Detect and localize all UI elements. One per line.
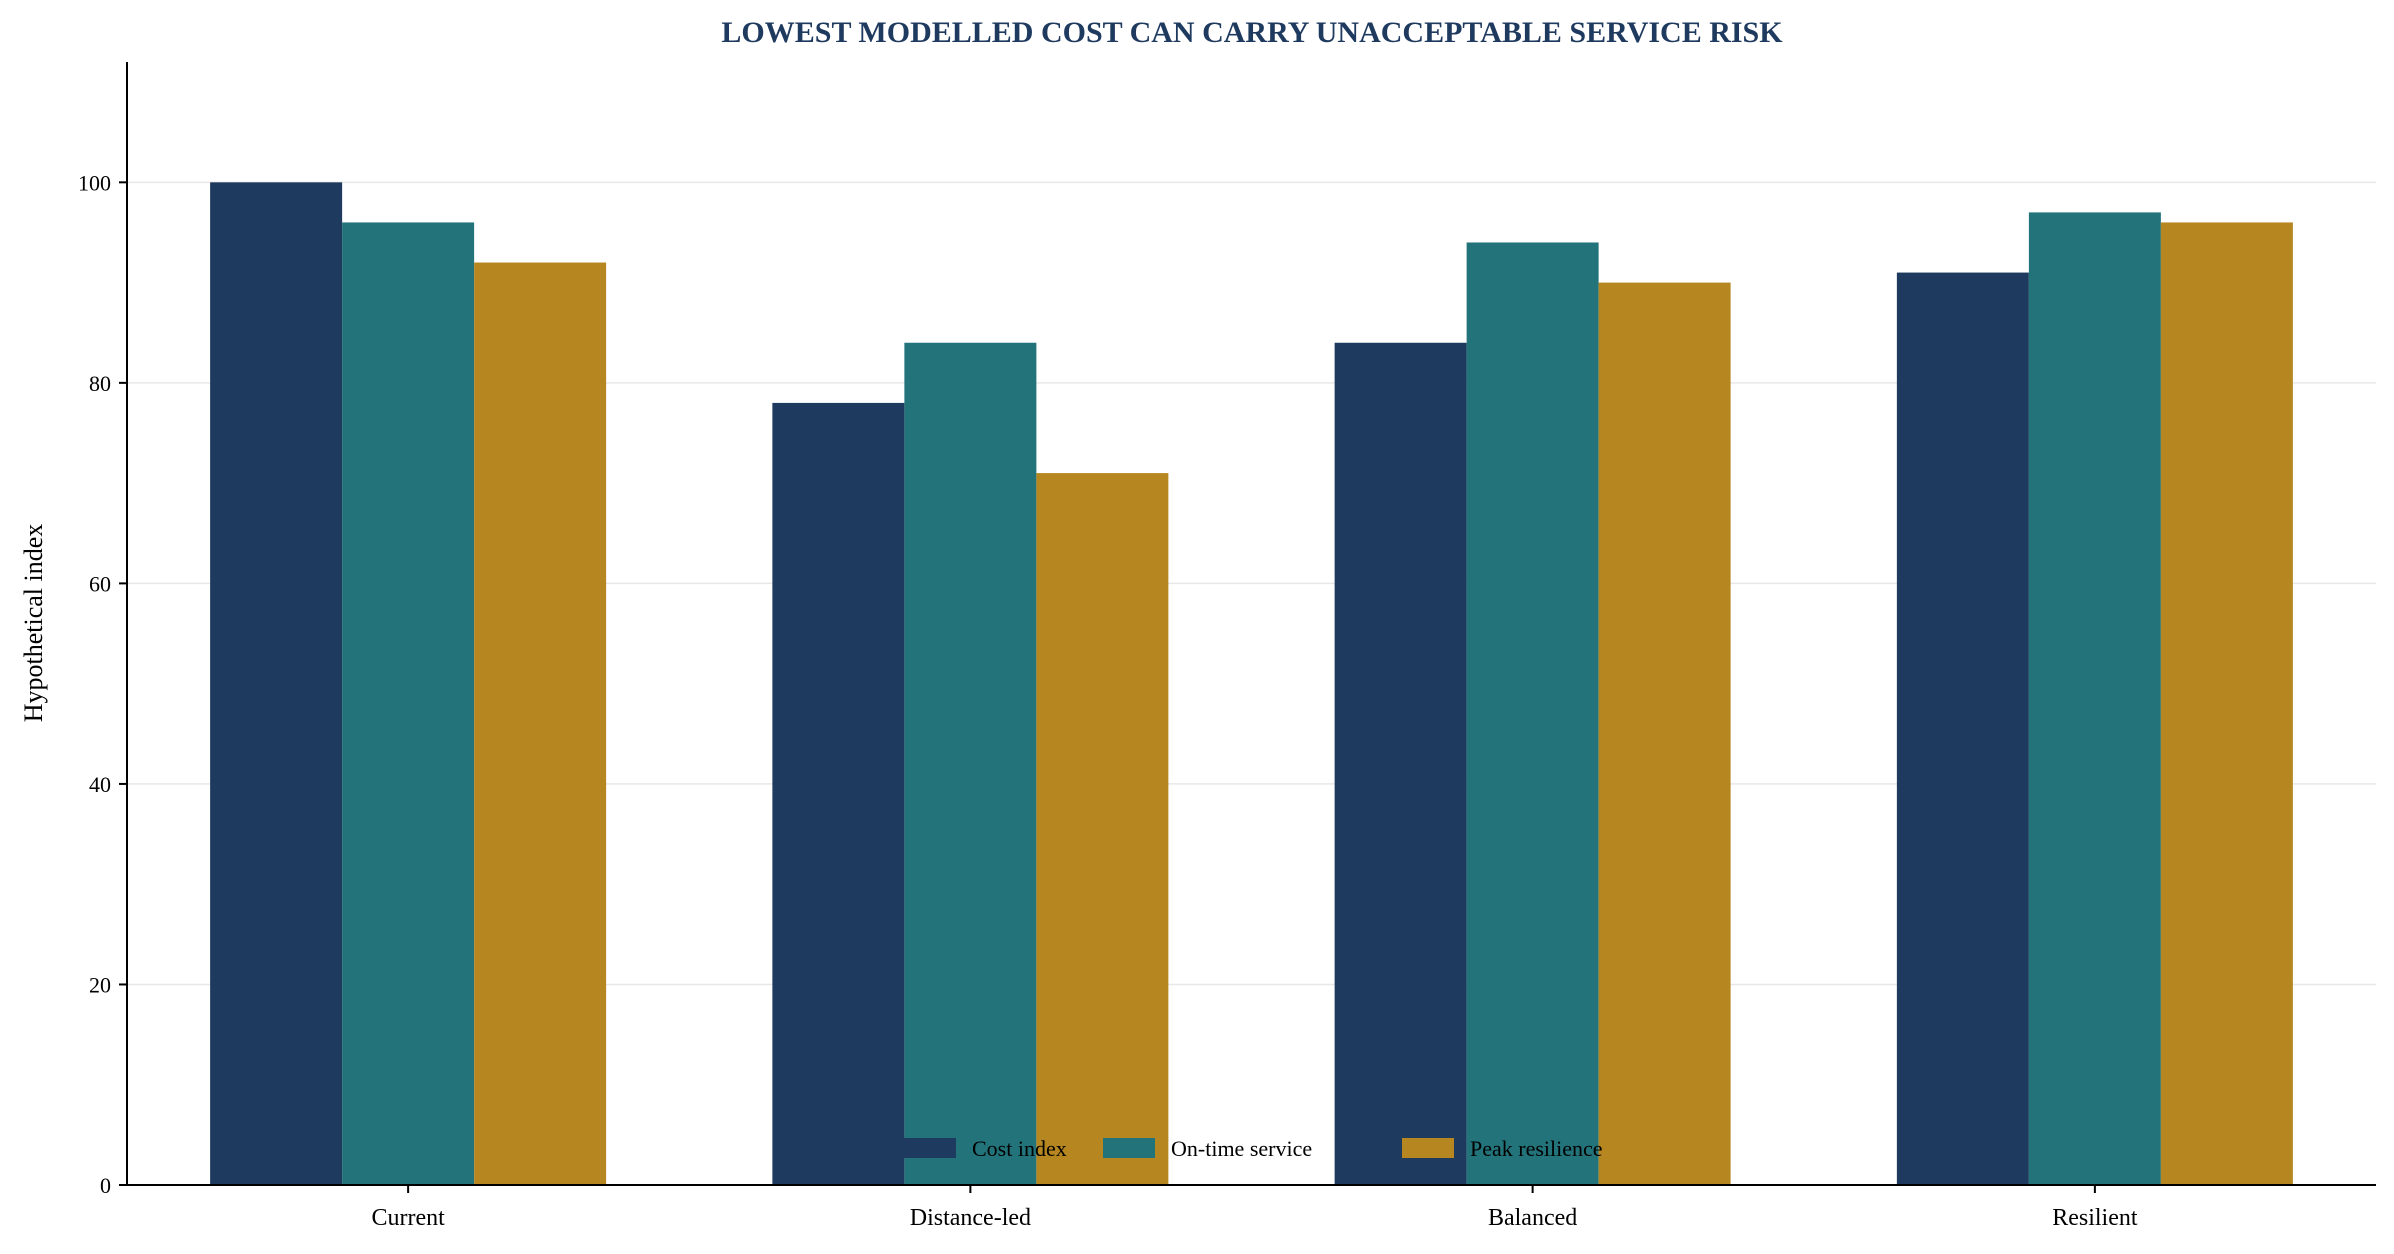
y-tick-label: 40 [89,772,111,797]
legend-label: On-time service [1171,1136,1312,1161]
bar [772,402,905,1185]
bar [210,182,343,1186]
y-tick-label: 80 [89,371,111,396]
legend-swatch [904,1138,956,1158]
y-axis-label: Hypothetical index [19,524,48,723]
y-tick-label: 20 [89,972,111,997]
legend: Cost index On-time service Peak resilience [904,1136,1603,1161]
bar [1896,272,2029,1185]
y-tick-label: 0 [100,1173,111,1198]
y-tick-label: 60 [89,571,111,596]
axes [126,62,2376,1186]
bar [342,222,475,1185]
y-ticks: 0 20 40 60 80 100 [78,170,127,1198]
x-tick-label: Current [371,1205,445,1231]
x-tick-label: Balanced [1488,1205,1577,1231]
y-tick-label: 100 [78,170,111,195]
legend-swatch [1103,1138,1155,1158]
bar [2160,222,2293,1185]
bars [210,182,2293,1186]
bar [904,342,1037,1185]
bar [1466,242,1599,1185]
bar [474,262,607,1185]
legend-label: Cost index [972,1136,1067,1161]
legend-label: Peak resilience [1470,1136,1603,1161]
x-ticks: Current Distance-led Balanced Resilient [371,1185,2138,1231]
bar [1334,342,1467,1185]
bar [1036,473,1169,1185]
legend-swatch [1402,1138,1454,1158]
bar [1598,282,1731,1185]
x-tick-label: Resilient [2052,1205,2138,1231]
x-tick-label: Distance-led [910,1205,1031,1231]
chart-title: LOWEST MODELLED COST CAN CARRY UNACCEPTA… [721,16,1783,49]
bar [2028,212,2161,1185]
